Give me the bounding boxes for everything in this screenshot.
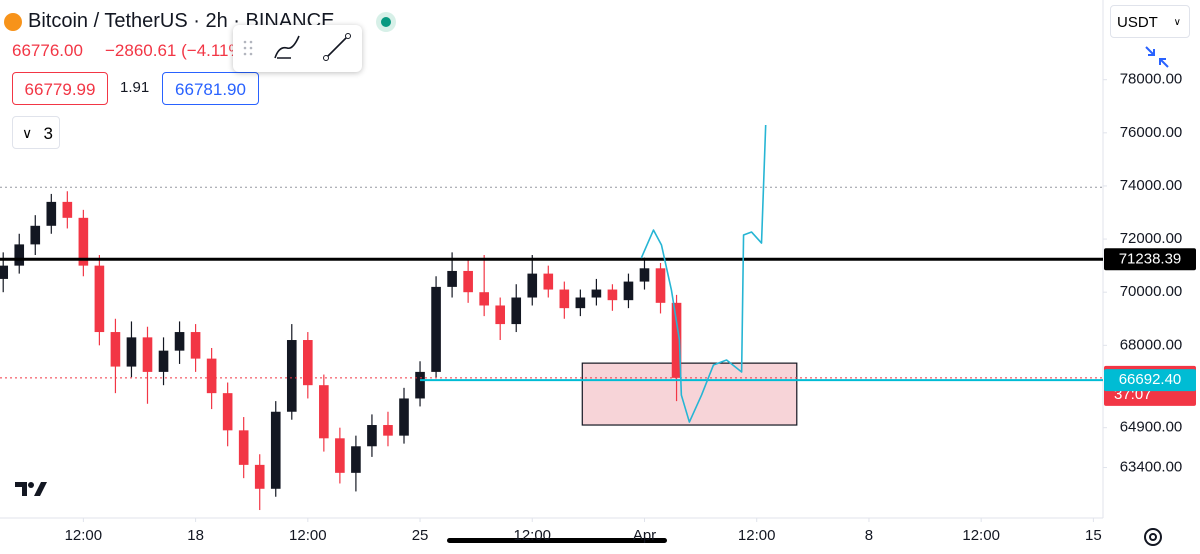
candle-body <box>174 332 185 351</box>
x-tick-label: 12:00 <box>962 527 1000 544</box>
btc-icon <box>4 13 22 31</box>
y-tick-label: 76000.00 <box>1120 124 1183 141</box>
chevron: ∨ <box>22 125 33 141</box>
toolbar-icons <box>243 33 351 61</box>
candle-body <box>623 281 634 301</box>
line-tool[interactable] <box>323 33 351 61</box>
candle-body <box>511 297 522 325</box>
tv-logo <box>15 482 47 496</box>
candle-body <box>30 225 41 245</box>
buy-button[interactable]: 66781.90 <box>162 72 259 105</box>
candle-body <box>399 398 409 436</box>
spread: 1.91 <box>120 79 150 96</box>
candle-body <box>270 411 281 489</box>
candle-body <box>254 464 265 489</box>
candle-body <box>351 446 361 473</box>
candle-body <box>495 305 506 325</box>
x-tick-label: 8 <box>865 527 873 544</box>
y-tick-label: 72000.00 <box>1120 230 1183 247</box>
candle-body <box>222 393 233 431</box>
candle-body <box>431 286 441 372</box>
candle-body <box>591 289 602 298</box>
x-tick-label: 12:00 <box>289 527 327 544</box>
dropdown-arrow: ∨ <box>1173 17 1181 28</box>
candle-body <box>543 273 554 290</box>
settings-button[interactable] <box>1144 528 1162 546</box>
price-label-box <box>1104 248 1196 271</box>
zone <box>581 362 798 426</box>
price-label-box <box>1104 369 1196 392</box>
x-tick-label: 12:00 <box>513 527 551 544</box>
candle-body <box>286 340 297 412</box>
plot-area <box>0 124 1103 511</box>
candle-body <box>46 201 57 226</box>
candle-body <box>14 244 25 266</box>
scrollbar[interactable] <box>447 538 667 543</box>
candle-body <box>479 292 489 306</box>
sell-button[interactable]: 66779.99 <box>12 72 108 105</box>
indicator-count: 3 <box>43 124 53 143</box>
candle-body <box>319 385 329 439</box>
brush-tool[interactable] <box>274 35 300 59</box>
candle-body <box>335 438 345 473</box>
candle-body <box>78 217 89 266</box>
price-change: −2860.61 (−4.11%) <box>105 41 250 60</box>
candle-body <box>158 350 169 372</box>
drawing-toolbar <box>233 25 362 72</box>
x-tick-label: Apr <box>633 527 656 544</box>
indicators-toggle[interactable]: ∨ 3 <box>12 116 60 149</box>
y-tick-label: 68000.00 <box>1120 336 1183 353</box>
price-label: 71238.39 <box>1119 250 1182 267</box>
x-tick-label: 15 <box>1085 527 1102 544</box>
candle-body <box>206 358 217 394</box>
candle-body <box>303 340 313 386</box>
y-tick-label: 70000.00 <box>1120 283 1183 300</box>
candle-body <box>639 268 650 282</box>
market-status <box>376 12 396 32</box>
candle-body <box>575 297 586 309</box>
x-tick-label: 25 <box>412 527 429 544</box>
currency-select[interactable]: USDT ∨ <box>1110 5 1190 38</box>
x-tick-label: 18 <box>187 527 204 544</box>
y-tick-label: 78000.00 <box>1120 71 1183 88</box>
candle-body <box>126 337 137 367</box>
candle-body <box>383 425 393 436</box>
x-tick-label: 12:00 <box>738 527 776 544</box>
candle-body <box>415 371 425 399</box>
candle-body <box>447 270 457 287</box>
y-tick-label: 64900.00 <box>1120 419 1183 436</box>
candle-body <box>94 265 105 333</box>
candle-body <box>671 302 682 378</box>
candle-body <box>238 430 249 465</box>
y-tick-label: 63400.00 <box>1120 458 1183 475</box>
candle-body <box>463 270 473 293</box>
candle-body <box>559 289 570 309</box>
projection-path <box>640 124 767 423</box>
candle-body <box>142 337 153 372</box>
candle-body <box>62 201 73 218</box>
candle-body <box>190 332 201 359</box>
last-price: 66776.00 <box>12 41 83 60</box>
y-tick-label: 74000.00 <box>1120 177 1183 194</box>
candle-body <box>110 332 121 367</box>
currency: USDT <box>1117 14 1158 31</box>
candle-body <box>0 265 9 279</box>
collapse-button[interactable] <box>1145 46 1169 68</box>
price-label: 66692.40 <box>1119 371 1182 388</box>
x-tick-label: 12:00 <box>65 527 103 544</box>
candle-body <box>655 268 666 303</box>
candle-body <box>607 289 618 301</box>
candle-body <box>527 273 538 298</box>
candle-body <box>367 425 377 447</box>
